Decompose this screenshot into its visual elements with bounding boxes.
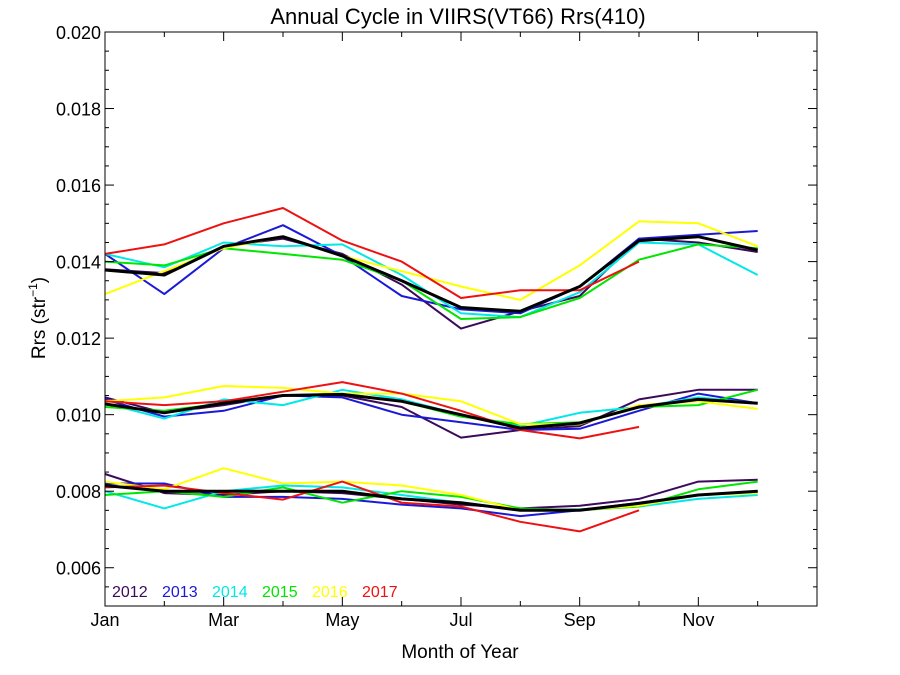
legend-entry-2013: 2013 [162, 584, 198, 601]
legend-entry-2016: 2016 [312, 584, 348, 601]
series-2017-lower-line [104, 480, 640, 533]
series-mean-lower-line [104, 484, 758, 512]
series-2013-middle-line [104, 392, 758, 431]
y-axis-label: Rrs (str−1) [26, 277, 50, 359]
y-axis-label-sup: −1 [26, 283, 40, 297]
series-2016-lower-line [104, 467, 758, 512]
series-mean-upper-line [104, 235, 759, 313]
series-lines [104, 207, 759, 533]
y-axis-label-tail: ) [29, 277, 50, 283]
y-tick-label: 0.006 [56, 559, 101, 579]
series-2014-lower-line [104, 484, 758, 512]
x-tick-label: Jul [449, 610, 472, 630]
y-tick-label: 0.020 [56, 23, 101, 43]
x-tick-label: Mar [208, 610, 239, 630]
y-tick-label: 0.012 [56, 329, 101, 349]
series-2013-upper-line [104, 224, 758, 315]
legend-entry-2012: 2012 [112, 584, 148, 601]
series-mean-middle-line [104, 392, 758, 430]
chart-title: Annual Cycle in VIIRS(VT66) Rrs(410) [270, 4, 645, 29]
series-2012-middle-line [104, 388, 758, 439]
x-tick-label: Jan [90, 610, 119, 630]
axes: 0.006 0.008 0.010 0.012 0.014 0.016 0.018 0.020… [56, 23, 818, 630]
series-2017-middle-line [104, 381, 640, 440]
legend-entry-2014: 2014 [212, 584, 248, 601]
series-2017-upper-line [104, 207, 640, 299]
y-tick-label: 0.016 [56, 176, 101, 196]
legend-entry-2015: 2015 [262, 584, 298, 601]
legend: 2012 2013 2014 2015 2016 2017 [112, 584, 398, 601]
series-2016-upper-line [104, 220, 759, 301]
x-tick-label: Sep [564, 610, 596, 630]
y-tick-label: 0.008 [56, 482, 101, 502]
y-tick-label: 0.018 [56, 100, 101, 120]
x-axis-label: Month of Year [401, 642, 519, 663]
x-tick-label: May [325, 610, 359, 630]
x-tick-label: Nov [682, 610, 714, 630]
legend-entry-2017: 2017 [362, 584, 398, 601]
y-tick-label: 0.010 [56, 406, 101, 426]
y-tick-label: 0.014 [56, 253, 101, 273]
y-axis-label-main: Rrs (str [29, 296, 50, 359]
